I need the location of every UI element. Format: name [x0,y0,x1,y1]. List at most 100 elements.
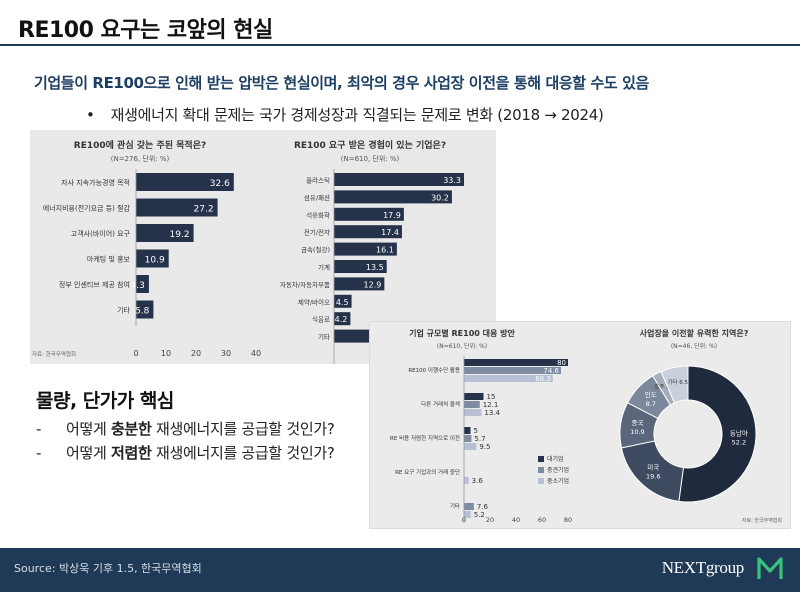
legend-label: 대기업 [547,455,564,463]
bar [464,375,553,382]
bar-value-label: 15 [487,393,496,401]
legend-label: 중소기업 [547,477,569,485]
bar [464,427,471,434]
slice-label: 기타 6.5 [667,378,688,386]
category-label: 기타 [450,502,460,510]
bar [464,359,568,366]
slice-label: 인도 [645,390,657,399]
bar-value-label: 80 [557,359,566,367]
category-label: 고객사(바이어) 요구 [71,229,131,238]
category-label: 마케팅 및 홍보 [87,255,131,264]
bullet-point: • 재생에너지 확대 문제는 국가 경제성장과 직결되는 문제로 변화 (2018… [86,104,604,125]
x-tick-label: 0 [462,516,466,524]
legend-swatch [538,478,544,484]
bar-value-label: 74.6 [543,367,559,375]
chart-title: 사업장을 이전할 유력한 지역은? [640,328,749,338]
chart-subtitle: (N=46, 단위: %) [671,342,717,350]
bar-value-label: 16.1 [376,246,394,255]
bar [334,242,397,256]
category-label: RE 비용 저렴한 지역으로 이전 [390,434,460,442]
bar-value-label: 32.6 [210,179,230,189]
bar [464,503,474,510]
bar-value-label: 12.9 [364,280,382,289]
bar-value-label: 17.4 [381,228,399,237]
bar-value-label: 13.5 [366,263,384,272]
bar-value-label: 33.3 [443,176,461,185]
category-label: 기타 [117,306,130,315]
bar [136,173,234,191]
bar-value-label: 3.6 [472,477,484,485]
bar [464,401,480,408]
key-points-heading: 물량, 단가가 핵심 [36,390,174,412]
key-point-text: 어떻게 [66,420,111,438]
bullet-text: 재생에너지 확대 문제는 국가 경제성장과 직결되는 문제로 변화 (2018 … [110,106,604,124]
bar [334,277,385,291]
category-label: 석유화학 [306,210,330,219]
x-tick-label: 0 [133,349,138,358]
dash-marker: - [36,420,42,438]
x-tick-label: 40 [251,349,261,358]
category-label: 전기/전자 [304,228,330,237]
bullet-marker: • [86,106,95,124]
key-point-item: - 어떻게 저렴한 재생에너지를 공급할 것인가? [36,443,356,463]
bar [334,207,404,221]
bar [334,225,402,239]
category-label: 에너지비용(전기요금 등) 절감 [43,204,131,213]
slice-value-label: 8.7 [646,400,656,408]
category-label: 기계 [318,263,330,272]
page-subtitle: 기업들이 RE100으로 인해 받는 압박은 현실이며, 최악의 경우 사업장 … [34,74,649,92]
bar-value-label: 4.3 [131,281,145,291]
slice-value-label: 10.9 [630,428,644,436]
key-point-emphasis: 저렴한 [110,444,152,462]
category-label: 정부 인센티브 제공 참여 [59,280,130,289]
chart-subtitle: (N=610, 단위: %) [341,154,400,163]
slice-label: 미국 [647,462,659,471]
category-label: 다른 거래처 물색 [421,400,460,408]
chart-title: RE100 요구 받은 경험이 있는 기업은? [294,139,446,151]
bar [464,367,561,374]
bar-value-label: 68.3 [535,375,551,383]
chart-panel-lower-svg: 기업 규모별 RE100 대응 방안 (N=610, 단위: %) RE100 이행… [390,328,782,524]
bar-value-label: 12.1 [483,401,499,409]
bar-value-label: 9.5 [479,443,490,451]
bar [464,477,469,484]
footer-source: Source: 박상욱 기후 1.5, 한국무역협회 [14,562,202,575]
x-tick-label: 30 [221,349,231,358]
legend-label: 중견기업 [547,466,569,474]
bar [136,224,194,242]
footer-bar: Source: 박상욱 기후 1.5, 한국무역협회 NEXTgroup [0,548,800,592]
legend-swatch [538,456,544,462]
x-tick-label: 20 [486,516,494,524]
category-label: 식음료 [312,315,330,324]
x-tick-label: 10 [161,349,171,358]
x-tick-label: 20 [191,349,201,358]
bar [334,190,452,204]
bar [136,198,218,217]
bar [464,435,472,442]
slice-label: 중국 [631,419,643,427]
source-note: 자료: 한국무역협회 [32,350,76,358]
key-point-text: 어떻게 [66,444,111,462]
category-label: 기타 [318,332,330,341]
bar-value-label: 13.4 [484,409,500,417]
bar [464,393,484,400]
category-label: 자사 지속가능경영 목적 [61,178,130,187]
bar [334,173,464,186]
bar-value-label: 5.2 [474,511,485,519]
bar [464,443,477,450]
x-tick-label: 60 [538,516,546,524]
bar-value-label: 10.9 [145,256,165,266]
bar-value-label: 30.2 [431,193,449,202]
key-point-text: 재생에너지를 공급할 것인가? [151,420,335,438]
key-point-item: - 어떻게 충분한 재생에너지를 공급할 것인가? [36,419,356,439]
category-label: 자동차/자동차부품 [280,280,330,289]
slice-label: 동남아 [730,428,748,437]
bar-value-label: 5.7 [474,435,485,443]
key-point-text: 재생에너지를 공급할 것인가? [151,444,335,462]
chart-title: 기업 규모별 RE100 대응 방안 [409,328,515,338]
category-label: 금속(철강) [301,245,330,254]
legend-swatch [538,467,544,473]
pie-slice [660,365,689,404]
brand-logo-icon [757,557,783,579]
bar [136,249,169,268]
